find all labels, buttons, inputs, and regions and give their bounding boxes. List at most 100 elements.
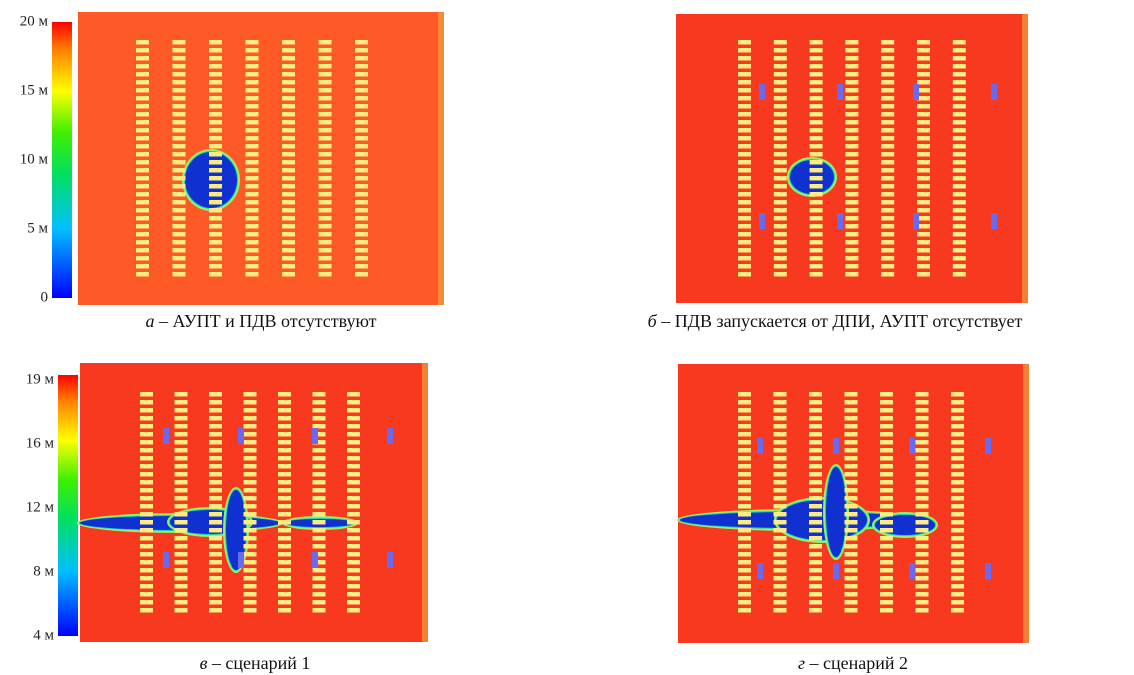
rack bbox=[209, 104, 222, 109]
rack bbox=[916, 424, 929, 429]
rack bbox=[738, 392, 751, 397]
rack bbox=[738, 568, 751, 573]
rack bbox=[173, 144, 186, 149]
rack bbox=[809, 400, 822, 405]
rack bbox=[845, 400, 858, 405]
rack bbox=[175, 416, 188, 421]
rack bbox=[175, 520, 188, 525]
rack bbox=[738, 264, 751, 269]
rack bbox=[209, 488, 222, 493]
rack bbox=[347, 552, 360, 557]
rack bbox=[140, 408, 153, 413]
rack bbox=[738, 424, 751, 429]
rack bbox=[738, 200, 751, 205]
rack bbox=[809, 488, 822, 493]
rack bbox=[774, 488, 787, 493]
rack bbox=[136, 256, 149, 261]
rack bbox=[774, 56, 787, 61]
rack bbox=[175, 536, 188, 541]
rack bbox=[916, 408, 929, 413]
rack bbox=[881, 184, 894, 189]
caption-text: – АУПТ и ПДВ отсутствуют bbox=[158, 311, 377, 331]
rack bbox=[951, 440, 964, 445]
rack bbox=[845, 168, 858, 173]
rack bbox=[136, 200, 149, 205]
rack bbox=[175, 504, 188, 509]
rack bbox=[810, 256, 823, 261]
rack bbox=[175, 448, 188, 453]
rack bbox=[355, 224, 368, 229]
rack bbox=[173, 128, 186, 133]
rack bbox=[246, 232, 259, 237]
rack bbox=[173, 208, 186, 213]
rack bbox=[881, 192, 894, 197]
rack bbox=[845, 552, 858, 557]
rack bbox=[951, 600, 964, 605]
rack bbox=[774, 472, 787, 477]
rack bbox=[917, 248, 930, 253]
rack bbox=[951, 592, 964, 597]
rack bbox=[209, 168, 222, 173]
rack bbox=[774, 496, 787, 501]
rack bbox=[738, 232, 751, 237]
rack bbox=[209, 608, 222, 613]
rack bbox=[845, 240, 858, 245]
rack bbox=[916, 512, 929, 517]
rack bbox=[173, 160, 186, 165]
rack bbox=[136, 168, 149, 173]
rack bbox=[845, 144, 858, 149]
rack bbox=[319, 264, 332, 269]
rack bbox=[175, 552, 188, 557]
rack bbox=[809, 544, 822, 549]
rack bbox=[278, 552, 291, 557]
rack bbox=[246, 152, 259, 157]
rack bbox=[774, 528, 787, 533]
rack bbox=[209, 432, 222, 437]
rack bbox=[313, 400, 326, 405]
rack bbox=[810, 88, 823, 93]
rack bbox=[278, 448, 291, 453]
rack bbox=[809, 424, 822, 429]
caption-text: – сценарий 1 bbox=[211, 653, 311, 673]
rack bbox=[951, 528, 964, 533]
rack bbox=[209, 544, 222, 549]
fire-vent bbox=[985, 438, 991, 454]
rack bbox=[209, 576, 222, 581]
rack bbox=[319, 112, 332, 117]
rack bbox=[845, 160, 858, 165]
fire-vent bbox=[759, 213, 765, 229]
rack bbox=[774, 152, 787, 157]
rack bbox=[880, 560, 893, 565]
rack bbox=[209, 472, 222, 477]
rack bbox=[313, 480, 326, 485]
rack bbox=[209, 208, 222, 213]
rack bbox=[209, 112, 222, 117]
rack bbox=[774, 424, 787, 429]
rack bbox=[282, 240, 295, 245]
rack bbox=[809, 440, 822, 445]
rack bbox=[951, 504, 964, 509]
rack bbox=[845, 208, 858, 213]
rack bbox=[809, 560, 822, 565]
rack bbox=[347, 416, 360, 421]
rack bbox=[282, 72, 295, 77]
rack bbox=[246, 96, 259, 101]
rack bbox=[136, 248, 149, 253]
rack bbox=[319, 88, 332, 93]
rack bbox=[282, 56, 295, 61]
rack bbox=[313, 456, 326, 461]
rack bbox=[774, 160, 787, 165]
rack bbox=[774, 576, 787, 581]
rack bbox=[916, 400, 929, 405]
rack bbox=[244, 536, 257, 541]
rack bbox=[282, 80, 295, 85]
rack bbox=[774, 144, 787, 149]
rack bbox=[845, 72, 858, 77]
rack bbox=[738, 256, 751, 261]
rack bbox=[881, 248, 894, 253]
rack bbox=[278, 480, 291, 485]
rack bbox=[738, 168, 751, 173]
rack bbox=[810, 80, 823, 85]
rack bbox=[175, 608, 188, 613]
rack bbox=[347, 536, 360, 541]
